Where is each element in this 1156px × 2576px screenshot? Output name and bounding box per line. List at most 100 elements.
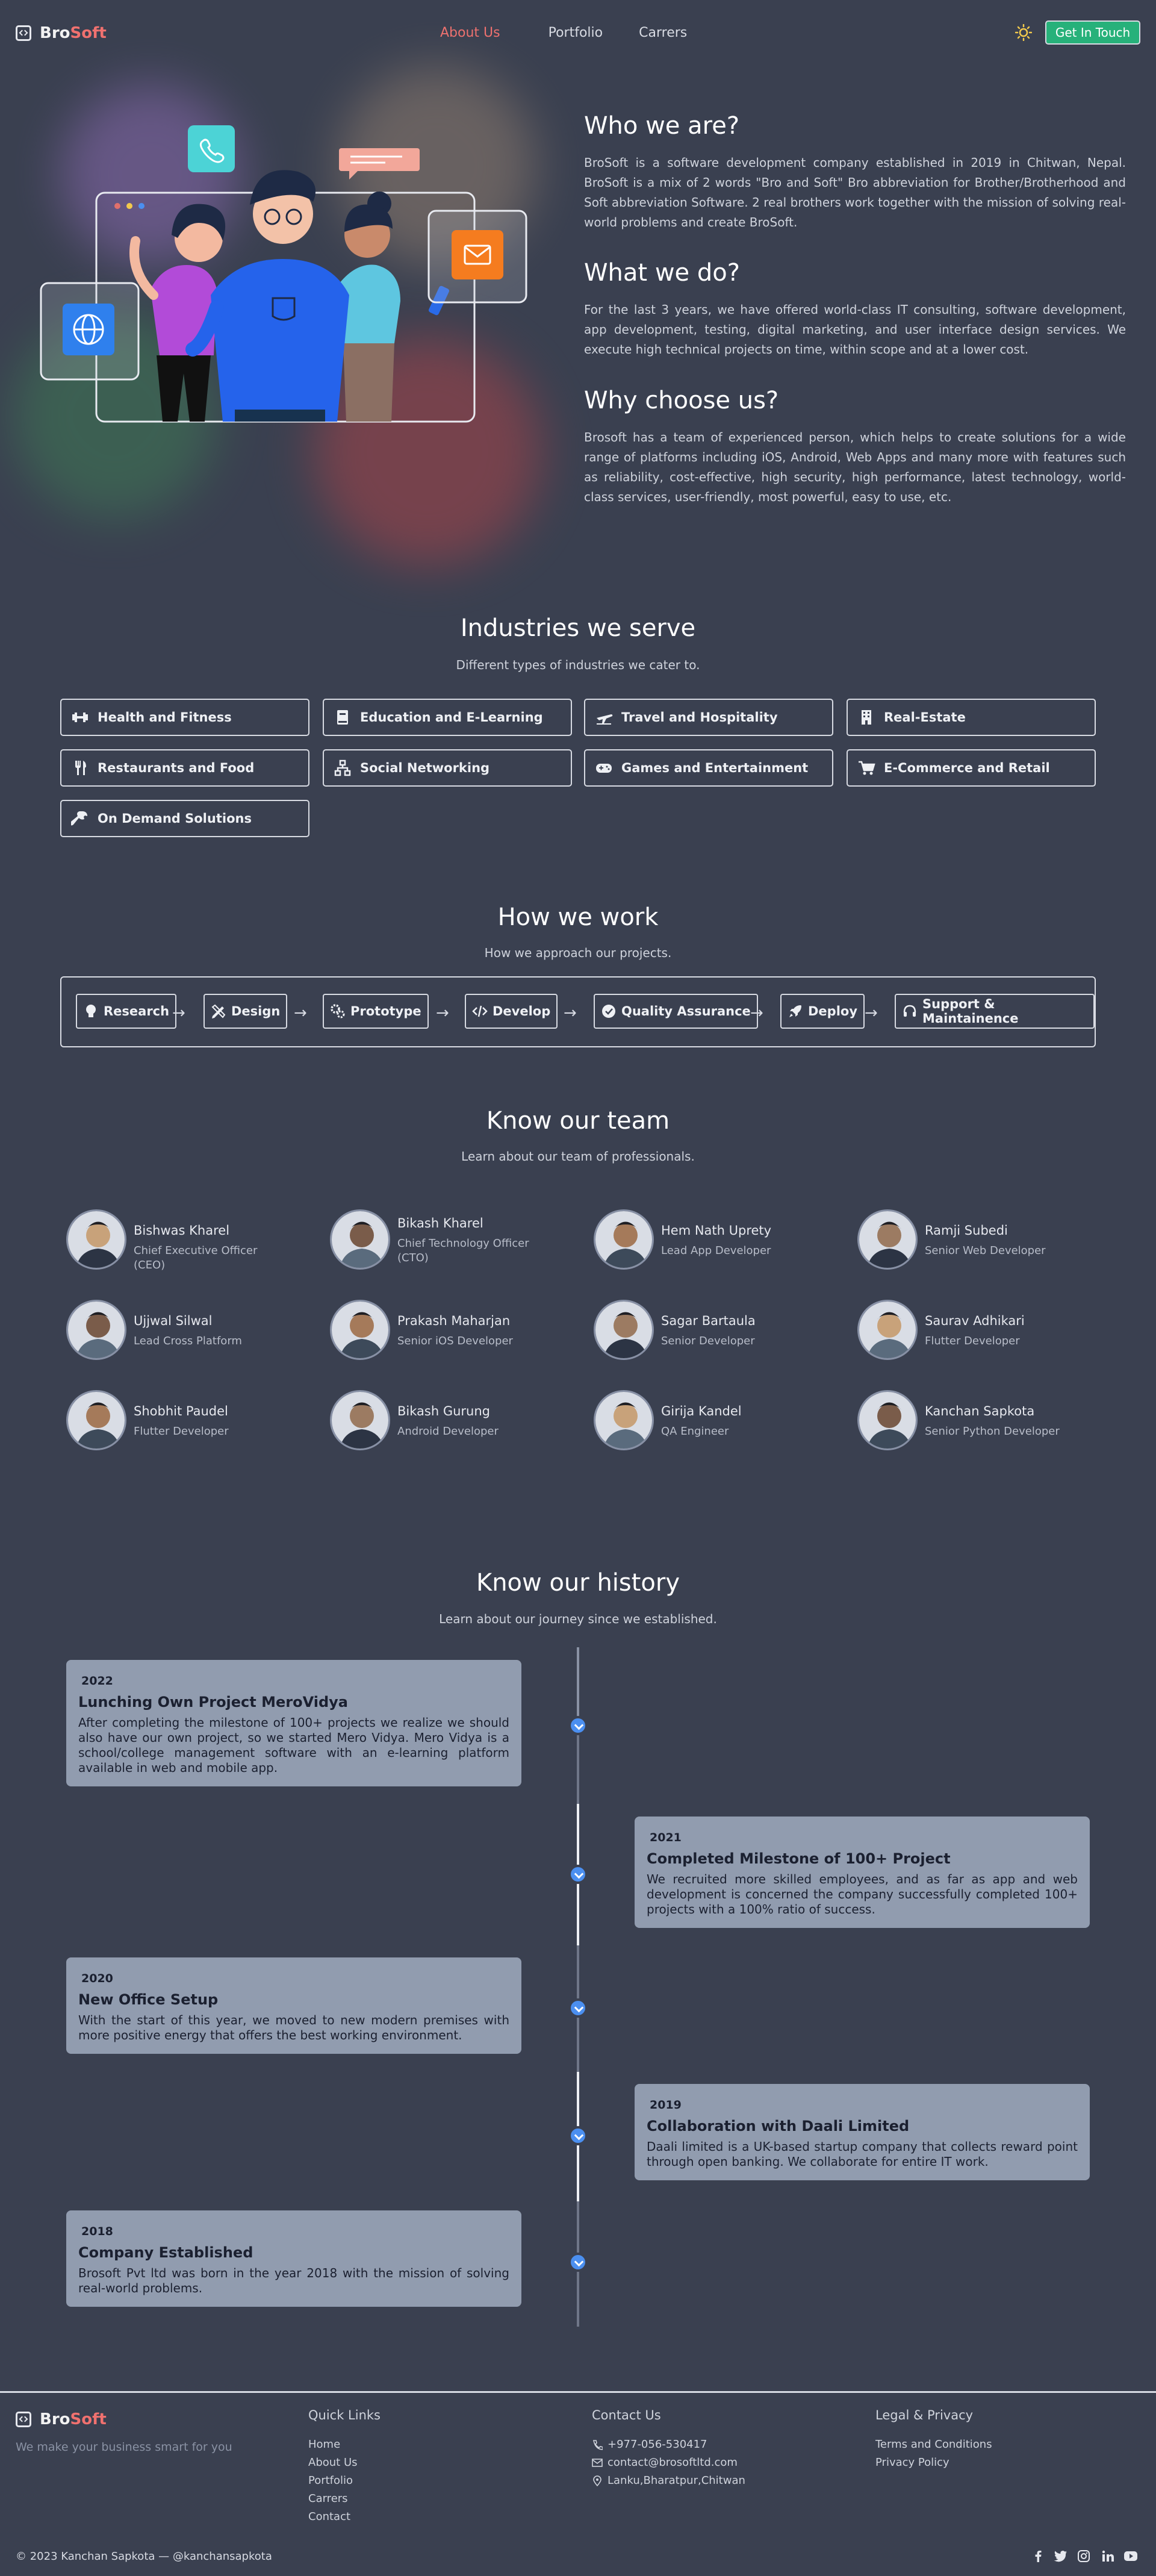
brand-name-soft: Soft xyxy=(70,2410,107,2428)
linkedin-icon[interactable] xyxy=(1101,2549,1115,2563)
avatar xyxy=(594,1390,654,1450)
building-icon xyxy=(862,710,871,725)
footer-legal: Legal & Privacy Terms and Conditions Pri… xyxy=(875,2408,992,2472)
team-member-card: Ujjwal Silwal Lead Cross Platform xyxy=(61,1297,314,1363)
footer-contact-title: Contact Us xyxy=(592,2408,661,2422)
step-deploy[interactable]: Deploy xyxy=(780,994,865,1029)
team-member-role: Senior Python Developer xyxy=(925,1425,1060,1438)
step-develop[interactable]: Develop xyxy=(465,994,558,1029)
history-year: 2019 xyxy=(650,2098,682,2112)
footer-address-text: Lanku,Bharatpur,Chitwan xyxy=(608,2474,745,2487)
team-member-role: Senior Web Developer xyxy=(925,1244,1046,1257)
about-block-who: Who we are? BroSoft is a software develo… xyxy=(584,112,1126,232)
team-member-role: Chief Executive Officer (CEO) xyxy=(134,1244,258,1271)
industry-label: Education and E-Learning xyxy=(360,710,543,725)
brand-logo[interactable]: BroSoft xyxy=(16,24,107,42)
team-member-role: Android Developer xyxy=(397,1425,499,1438)
history-card-2020: 2020 New Office Setup With the start of … xyxy=(66,1957,521,2054)
history-card-text: Brosoft Pvt ltd was born in the year 201… xyxy=(78,2266,509,2295)
industry-social[interactable]: Social Networking xyxy=(323,749,572,787)
industry-games[interactable]: Games and Entertainment xyxy=(584,749,833,787)
nav-link-carrers[interactable]: Carrers xyxy=(639,25,688,40)
team-member-name: Shobhit Paudel xyxy=(134,1404,228,1418)
footer-link-contact[interactable]: Contact xyxy=(308,2510,351,2523)
step-quality-assurance[interactable]: Quality Assurance xyxy=(594,994,758,1029)
team-member-card: Bikash Kharel Chief Technology Officer (C… xyxy=(325,1206,578,1273)
history-card-text: We recruited more skilled employees, and… xyxy=(647,1872,1078,1916)
footer-link-home[interactable]: Home xyxy=(308,2438,341,2451)
footer-email[interactable]: contact@brosoftltd.com xyxy=(592,2454,745,2472)
twitter-icon[interactable] xyxy=(1054,2549,1068,2563)
about-title-why: Why choose us? xyxy=(584,387,779,414)
history-title: Know our history xyxy=(476,1569,680,1597)
timeline-line xyxy=(577,1647,579,1721)
team-member-card: Sagar Bartaula Senior Developer xyxy=(589,1297,842,1363)
footer-link-about[interactable]: About Us xyxy=(308,2456,358,2469)
step-support[interactable]: Support & Maintainence xyxy=(895,994,1095,1029)
work-subtitle: How we approach our projects. xyxy=(484,946,672,960)
mail-icon xyxy=(592,2459,603,2467)
history-card-text: Daali limited is a UK-based startup comp… xyxy=(647,2139,1078,2169)
footer-divider xyxy=(0,2391,1156,2393)
arrow-right-icon: → xyxy=(436,1004,449,1022)
avatar xyxy=(857,1300,918,1360)
team-member-card: Bishwas Kharel Chief Executive Officer (C… xyxy=(61,1206,314,1273)
history-card-title: New Office Setup xyxy=(78,1991,219,2008)
gears-icon xyxy=(331,1004,345,1018)
industry-label: E-Commerce and Retail xyxy=(884,761,1050,775)
team-member-name: Ujjwal Silwal xyxy=(134,1314,213,1328)
industry-on-demand[interactable]: On Demand Solutions xyxy=(60,800,309,837)
step-label: Deploy xyxy=(808,1004,858,1018)
gamepad-icon xyxy=(596,764,612,773)
step-label: Quality Assurance xyxy=(621,1004,751,1018)
industry-education[interactable]: Education and E-Learning xyxy=(323,699,572,736)
theme-toggle-sun-icon[interactable] xyxy=(1015,24,1032,41)
footer-link-portfolio[interactable]: Portfolio xyxy=(308,2474,353,2487)
avatar xyxy=(66,1209,126,1270)
brand-name-bro: Bro xyxy=(40,2410,70,2428)
industry-health-fitness[interactable]: Health and Fitness xyxy=(60,699,309,736)
industry-real-estate[interactable]: Real-Estate xyxy=(847,699,1096,736)
team-member-name: Bikash Kharel xyxy=(397,1216,483,1230)
footer-link-terms[interactable]: Terms and Conditions xyxy=(875,2438,992,2451)
check-circle-icon xyxy=(602,1005,615,1018)
youtube-icon[interactable] xyxy=(1123,2549,1138,2563)
plane-icon xyxy=(597,714,613,725)
instagram-icon[interactable] xyxy=(1077,2549,1091,2563)
industry-ecommerce[interactable]: E-Commerce and Retail xyxy=(847,749,1096,787)
team-member-name: Kanchan Sapkota xyxy=(925,1404,1035,1418)
footer-brand-logo[interactable]: BroSoft xyxy=(16,2410,107,2428)
industry-restaurants[interactable]: Restaurants and Food xyxy=(60,749,309,787)
team-member-name: Girija Kandel xyxy=(661,1404,742,1418)
facebook-icon[interactable] xyxy=(1031,2549,1045,2563)
work-process-panel: Research → Design → Prototype → Develop … xyxy=(60,976,1096,1047)
team-member-card: Prakash Maharjan Senior iOS Developer xyxy=(325,1297,578,1363)
footer-phone[interactable]: +977-056-530417 xyxy=(592,2436,745,2454)
industries-title: Industries we serve xyxy=(460,614,696,642)
team-member-name: Bishwas Kharel xyxy=(134,1223,230,1238)
team-member-role: Senior iOS Developer xyxy=(397,1335,513,1347)
step-research[interactable]: Research xyxy=(76,994,177,1029)
get-in-touch-button[interactable]: Get In Touch xyxy=(1045,20,1140,45)
avatar xyxy=(66,1390,126,1450)
nav-links: About Us Portfolio Carrers xyxy=(440,25,687,40)
nav-link-about[interactable]: About Us xyxy=(440,25,500,40)
industry-label: Real-Estate xyxy=(884,710,966,725)
history-card-title: Lunching Own Project MeroVidya xyxy=(78,1694,348,1711)
footer-link-carrers[interactable]: Carrers xyxy=(308,2492,348,2505)
footer-link-privacy[interactable]: Privacy Policy xyxy=(875,2456,949,2469)
team-member-role: Lead Cross Platform xyxy=(134,1335,242,1347)
step-design[interactable]: Design xyxy=(204,994,288,1029)
history-card-2021: 2021 Completed Milestone of 100+ Project… xyxy=(635,1817,1090,1928)
dumbbell-icon xyxy=(72,713,88,722)
team-member-name: Ramji Subedi xyxy=(925,1223,1008,1238)
industry-travel[interactable]: Travel and Hospitality xyxy=(584,699,833,736)
footer-address: Lanku,Bharatpur,Chitwan xyxy=(592,2472,745,2490)
step-prototype[interactable]: Prototype xyxy=(323,994,429,1029)
footer-quick-links: Quick Links Home About Us Portfolio Carr… xyxy=(308,2408,381,2526)
history-card-title: Completed Milestone of 100+ Project xyxy=(647,1850,951,1867)
history-year: 2021 xyxy=(650,1831,682,1844)
design-tools-icon xyxy=(211,1004,226,1018)
nav-link-portfolio[interactable]: Portfolio xyxy=(548,25,603,40)
step-label: Prototype xyxy=(350,1004,421,1018)
